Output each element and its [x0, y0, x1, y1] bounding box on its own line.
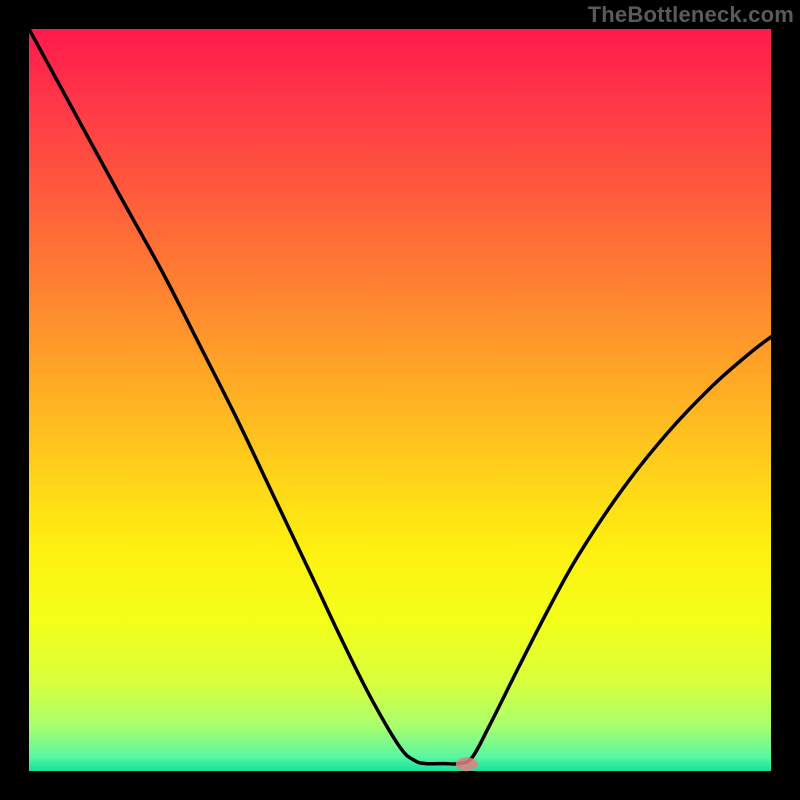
optimal-marker: [456, 757, 478, 771]
watermark-text: TheBottleneck.com: [588, 2, 794, 28]
chart-container: TheBottleneck.com: [0, 0, 800, 800]
plot-background: [29, 29, 771, 771]
bottleneck-chart: [0, 0, 800, 800]
